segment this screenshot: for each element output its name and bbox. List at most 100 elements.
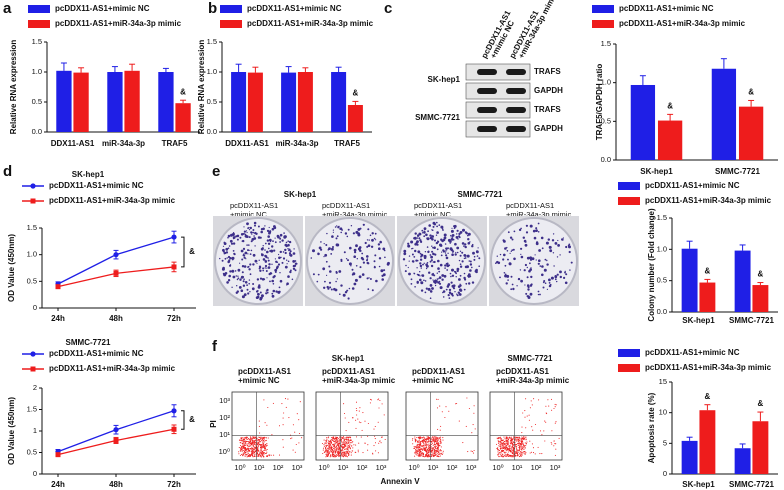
colony-dot (562, 239, 564, 241)
colony-dot (331, 235, 334, 238)
colony-dot (271, 245, 273, 247)
event-dot (355, 452, 356, 453)
event-dot (248, 453, 249, 454)
colony-dot (545, 282, 547, 284)
event-dot (261, 456, 262, 457)
colony-dot (219, 258, 220, 259)
condition-label: pcDDX11-AS1 (238, 367, 291, 376)
condition-label: pcDDX11-AS1 (496, 367, 549, 376)
legend-swatch (592, 5, 614, 13)
colony-dot (287, 275, 290, 278)
event-dot (248, 456, 249, 457)
event-dot (255, 440, 256, 441)
event-dot (422, 446, 423, 447)
event-dot (551, 399, 552, 400)
colony-dot (279, 238, 281, 240)
event-dot (337, 437, 338, 438)
panel-letter: f (212, 338, 218, 355)
colony-dot (244, 231, 246, 233)
event-dot (441, 450, 442, 451)
event-dot (505, 441, 506, 442)
colony-dot (275, 258, 276, 259)
event-dot (498, 454, 499, 455)
event-dot (375, 438, 376, 439)
plate (307, 218, 393, 304)
legend-swatch (220, 20, 242, 28)
bar (298, 72, 313, 132)
event-dot (436, 442, 437, 443)
colony-dot (293, 268, 295, 270)
event-dot (436, 450, 437, 451)
colony-dot (416, 267, 417, 268)
event-dot (435, 450, 436, 451)
colony-dot (449, 289, 451, 291)
event-dot (262, 437, 263, 438)
y-tick-label: 0.0 (207, 127, 217, 136)
colony-dot (366, 259, 368, 261)
event-dot (260, 455, 261, 456)
colony-dot (248, 244, 250, 246)
event-dot (341, 439, 342, 440)
colony-dot (227, 257, 228, 258)
colony-dot (425, 280, 427, 282)
colony-dot (464, 273, 466, 275)
bar (331, 72, 346, 132)
event-dot (523, 447, 524, 448)
colony-dot (463, 245, 465, 247)
event-dot (471, 451, 472, 452)
event-dot (238, 453, 239, 454)
event-dot (412, 443, 413, 444)
event-dot (510, 448, 511, 449)
colony-dot (339, 293, 341, 295)
colony-dot (267, 292, 269, 294)
event-dot (500, 446, 501, 447)
colony-dot (347, 236, 349, 238)
event-dot (437, 455, 438, 456)
colony-dot (429, 234, 431, 236)
colony-dot (269, 281, 271, 283)
event-dot (433, 445, 434, 446)
colony-dot (268, 263, 270, 265)
colony-dot (430, 290, 433, 293)
event-dot (428, 440, 429, 441)
colony-dot (452, 275, 454, 277)
event-dot (512, 439, 513, 440)
event-dot (240, 451, 241, 452)
colony-dot (549, 282, 551, 284)
cell-label: SK-hep1 (332, 354, 365, 363)
event-dot (379, 441, 380, 442)
event-dot (343, 403, 344, 404)
event-dot (263, 452, 264, 453)
event-dot (347, 452, 348, 453)
event-dot (518, 443, 519, 444)
event-dot (357, 419, 358, 420)
colony-dot (263, 245, 264, 246)
colony-dot (375, 233, 377, 235)
event-dot (241, 440, 242, 441)
event-dot (505, 456, 506, 457)
colony-dot (273, 290, 276, 293)
event-dot (252, 441, 253, 442)
event-dot (522, 412, 523, 413)
point (56, 284, 61, 289)
colony-dot (469, 269, 472, 272)
colony-dot (543, 281, 545, 283)
colony-dot (237, 235, 240, 238)
event-dot (342, 450, 343, 451)
event-dot (342, 444, 343, 445)
colony-dot (331, 289, 333, 291)
event-dot (262, 455, 263, 456)
event-dot (428, 444, 429, 445)
colony-dot (525, 244, 528, 247)
event-dot (258, 443, 259, 444)
x-tick-label: 48h (109, 480, 123, 489)
colony-dot (248, 227, 249, 228)
colony-dot (544, 269, 547, 272)
event-dot (555, 406, 556, 407)
event-dot (502, 445, 503, 446)
event-dot (473, 424, 474, 425)
event-dot (263, 440, 264, 441)
colony-dot (440, 239, 442, 241)
event-dot (532, 443, 533, 444)
event-dot (382, 403, 383, 404)
